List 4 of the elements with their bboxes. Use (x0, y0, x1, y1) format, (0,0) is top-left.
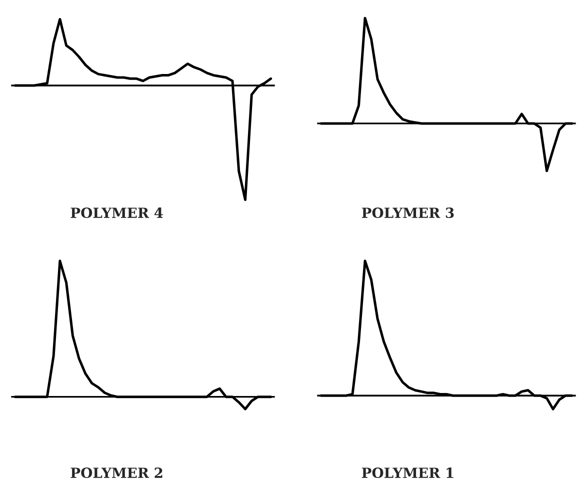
x-axis-title: POLYMER 2 (70, 468, 162, 478)
x-axis-title: POLYMER 4 (70, 208, 163, 218)
x-axis-title: POLYMER 1 (362, 468, 454, 478)
x-axis-title: POLYMER 3 (362, 208, 454, 218)
